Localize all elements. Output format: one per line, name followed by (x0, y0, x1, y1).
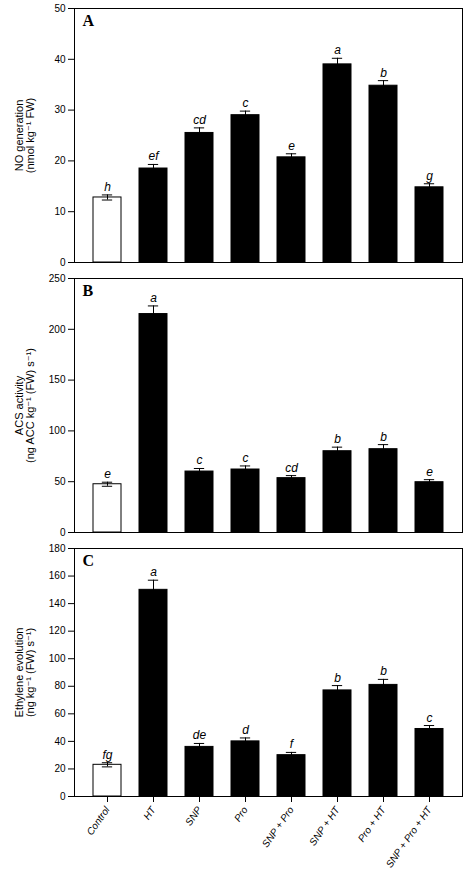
svg-text:60: 60 (54, 708, 66, 719)
svg-text:100: 100 (49, 425, 66, 436)
svg-text:cd: cd (193, 113, 206, 127)
svg-text:ACS activity(ng ACC kg⁻¹ (FW): ACS activity(ng ACC kg⁻¹ (FW) s⁻¹) (13, 348, 36, 463)
svg-text:40: 40 (54, 54, 66, 65)
svg-text:0: 0 (60, 791, 66, 802)
svg-text:0: 0 (60, 257, 66, 268)
svg-text:0: 0 (60, 527, 66, 538)
svg-text:c: c (243, 96, 249, 110)
svg-text:SNP + HT: SNP + HT (307, 804, 342, 848)
svg-text:100: 100 (49, 653, 66, 664)
svg-text:a: a (334, 43, 341, 57)
svg-text:A: A (83, 12, 95, 29)
svg-text:f: f (290, 737, 295, 751)
svg-text:80: 80 (54, 680, 66, 691)
svg-text:fg: fg (102, 748, 112, 762)
svg-text:b: b (380, 664, 387, 678)
svg-text:Control: Control (84, 804, 112, 837)
svg-text:e: e (288, 139, 295, 153)
svg-text:c: c (197, 453, 203, 467)
svg-text:20: 20 (54, 155, 66, 166)
svg-text:50: 50 (54, 476, 66, 487)
svg-text:120: 120 (49, 625, 66, 636)
svg-text:B: B (83, 282, 94, 299)
svg-text:b: b (334, 432, 341, 446)
svg-text:20: 20 (54, 763, 66, 774)
svg-text:250: 250 (49, 273, 66, 284)
svg-text:SNP: SNP (183, 804, 204, 827)
svg-text:h: h (104, 180, 111, 194)
svg-text:10: 10 (54, 206, 66, 217)
svg-text:a: a (150, 565, 157, 579)
svg-text:NO generation(nmol kg⁻¹ FW): NO generation(nmol kg⁻¹ FW) (13, 98, 36, 173)
svg-text:cd: cd (285, 461, 298, 475)
svg-text:ef: ef (148, 149, 160, 163)
svg-text:b: b (334, 671, 341, 685)
svg-text:d: d (242, 723, 249, 737)
svg-text:c: c (243, 451, 249, 465)
svg-text:b: b (380, 430, 387, 444)
svg-text:180: 180 (49, 543, 66, 554)
svg-text:160: 160 (49, 570, 66, 581)
svg-text:30: 30 (54, 104, 66, 115)
svg-text:150: 150 (49, 374, 66, 385)
svg-text:140: 140 (49, 598, 66, 609)
svg-text:b: b (380, 66, 387, 80)
svg-text:c: c (427, 711, 433, 725)
svg-text:de: de (193, 728, 207, 742)
svg-text:C: C (83, 552, 95, 569)
svg-text:200: 200 (49, 324, 66, 335)
svg-text:e: e (104, 467, 111, 481)
svg-text:Pro + HT: Pro + HT (356, 804, 389, 844)
svg-text:HT: HT (141, 804, 158, 822)
svg-text:a: a (150, 291, 157, 305)
svg-text:SNP + Pro: SNP + Pro (260, 804, 296, 849)
svg-text:g: g (426, 169, 433, 183)
svg-text:e: e (426, 465, 433, 479)
svg-text:SNP + Pro + HT: SNP + Pro + HT (384, 804, 435, 870)
svg-text:Pro: Pro (232, 804, 250, 823)
svg-text:50: 50 (54, 3, 66, 14)
svg-text:40: 40 (54, 736, 66, 747)
svg-text:Ethylene evolution(ng kg⁻¹ (FW: Ethylene evolution(ng kg⁻¹ (FW) s⁻¹) (13, 628, 36, 718)
